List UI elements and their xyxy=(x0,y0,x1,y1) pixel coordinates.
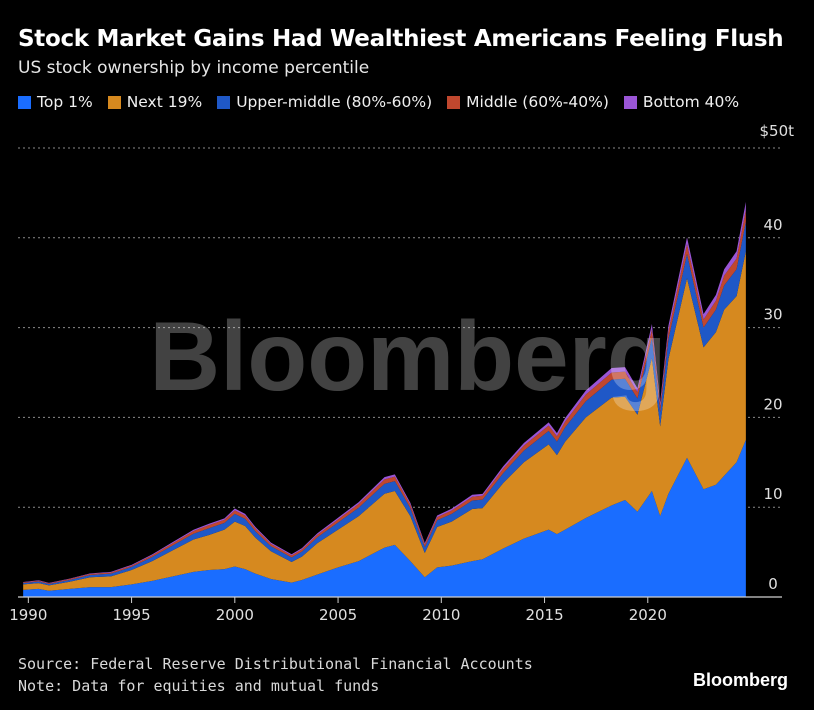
x-tick-label: 1990 xyxy=(9,606,47,624)
chart-subtitle: US stock ownership by income percentile xyxy=(18,58,370,78)
legend: Top 1% Next 19% Upper-middle (80%-60%) M… xyxy=(18,93,739,111)
legend-label: Middle (60%-40%) xyxy=(466,93,609,111)
x-tick-label: 2010 xyxy=(422,606,460,624)
legend-item-bottom-40: Bottom 40% xyxy=(623,93,740,111)
legend-label: Bottom 40% xyxy=(642,93,740,111)
bloomberg-logo: Bloomberg xyxy=(692,670,788,690)
legend-swatch xyxy=(217,95,231,109)
legend-item-top-1: Top 1% xyxy=(18,93,93,111)
y-tick-label: 10 xyxy=(763,485,782,503)
data-note: Note: Data for equities and mutual funds xyxy=(18,677,380,695)
y-tick-label: 30 xyxy=(763,306,782,324)
legend-label: Next 19% xyxy=(126,93,203,111)
chart-title: Stock Market Gains Had Wealthiest Americ… xyxy=(18,26,784,52)
axes: 1990 1995 2000 2005 2010 2015 2020 0 10 20 30 40 $50… xyxy=(9,122,794,624)
legend-swatch xyxy=(623,95,637,109)
legend-item-upper-middle: Upper-middle (80%-60%) xyxy=(217,93,432,111)
y-unit-label: $50t xyxy=(759,122,794,140)
bloomberg-watermark: Bloomberg xyxy=(149,301,666,411)
legend-swatch xyxy=(107,95,121,109)
x-tick-label: 2020 xyxy=(629,606,667,624)
area-series xyxy=(23,201,746,597)
legend-label: Upper-middle (80%-60%) xyxy=(236,93,433,111)
legend-swatch xyxy=(18,95,31,109)
x-tick-label: 1995 xyxy=(112,606,150,624)
x-tick-label: 2005 xyxy=(319,606,357,624)
x-tick-label: 2015 xyxy=(525,606,563,624)
area-upper-middle-80-60 xyxy=(23,221,746,586)
x-tick-label: 2000 xyxy=(216,606,254,624)
legend-label: Top 1% xyxy=(37,93,93,111)
y-tick-label: 20 xyxy=(763,395,782,413)
y-tick-label: 40 xyxy=(763,216,782,234)
legend-swatch xyxy=(447,95,461,109)
legend-item-next-19: Next 19% xyxy=(107,93,203,111)
y-tick-label: 0 xyxy=(768,575,778,593)
area-top-1 xyxy=(23,439,746,597)
chart-plot: Bloomberg 1990 1995 2000 2005 2010 2015 202001… xyxy=(9,122,794,624)
source-note: Source: Federal Reserve Distributional F… xyxy=(18,655,533,673)
legend-item-middle: Middle (60%-40%) xyxy=(447,93,609,111)
area-next-19 xyxy=(23,251,746,591)
